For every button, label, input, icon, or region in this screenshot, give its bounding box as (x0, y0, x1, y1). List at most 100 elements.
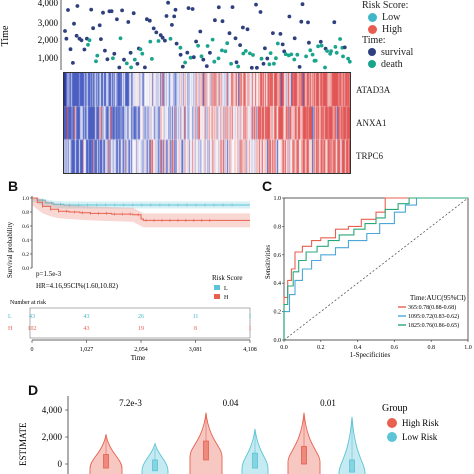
scatter-point (75, 4, 80, 8)
scatter-point (229, 61, 234, 66)
risk-row-name: L (8, 314, 12, 320)
panel-a-ylabel: Time (0, 25, 11, 46)
scatter-point (334, 50, 339, 55)
legend-label-low: Low (382, 11, 401, 23)
scatter-point (227, 31, 232, 36)
scatter-point (220, 48, 224, 53)
scatter-point (63, 29, 67, 33)
scatter-point (194, 39, 199, 44)
scatter-point (216, 56, 221, 61)
scatter-point (120, 8, 124, 13)
scatter-point (272, 61, 276, 66)
scatter-point (68, 47, 73, 52)
panel-b-legend-label-h: H (224, 295, 229, 301)
scatter-point (216, 5, 221, 10)
legend-item-high: High (368, 23, 472, 35)
scatter-point (275, 41, 280, 46)
scatter-point (323, 65, 327, 70)
roc-curve (283, 197, 468, 340)
scatter-point (230, 5, 235, 9)
scatter-point (271, 31, 275, 35)
legend-dot-low-risk (387, 432, 397, 442)
risk-cell: 11 (193, 314, 199, 320)
scatter-point (210, 37, 215, 42)
scatter-point (268, 51, 273, 55)
roc-xtick: 0.8 (427, 345, 435, 351)
panel-a-heatmap (63, 72, 351, 174)
scatter-point (280, 42, 285, 47)
scatter-point (212, 59, 217, 64)
roc-axes: 1.0 0.8 0.6 0.4 0.2 0.00.0 0.2 0.4 0.6 0.8 1.0 (274, 196, 472, 351)
scatter-point (346, 56, 350, 61)
scatter-point (109, 9, 114, 14)
scatter-point (283, 52, 288, 57)
roc-xtick: 0.0 (280, 345, 288, 351)
scatter-point (180, 64, 185, 69)
scatter-point (132, 57, 137, 62)
scatter-point (325, 49, 329, 53)
scatter-point (241, 51, 246, 56)
scatter-point (263, 46, 267, 51)
scatter-point (333, 45, 338, 49)
violin-ytick: 4,000 (42, 405, 63, 415)
scatter-point (124, 61, 129, 66)
violin-box (301, 446, 307, 465)
roc-legend-label: 365:0.78(0.88-0.68) (408, 304, 456, 311)
panel-b-xlabel: Time (131, 354, 146, 362)
scatter-point (122, 57, 126, 62)
scatter-point (319, 43, 324, 48)
risk-table-title: Number at risk (10, 300, 46, 306)
scatter-point (254, 2, 258, 7)
roc-xtick: 0.4 (354, 345, 362, 351)
scatter-point (201, 57, 206, 62)
roc-ytick: 0.8 (274, 224, 282, 230)
roc-curve (283, 197, 468, 340)
roc-ytick: 0.4 (274, 281, 282, 287)
risk-cell: 1 (249, 326, 252, 332)
scatter-point (145, 17, 149, 22)
scatter-point (160, 35, 165, 40)
scatter-point (299, 19, 304, 24)
scatter-point (341, 54, 345, 59)
scatter-point (79, 38, 84, 43)
violin-box (103, 454, 109, 469)
km-ytick: 1.0 (22, 196, 29, 202)
scatter-point (99, 37, 103, 41)
scatter-point (105, 57, 110, 62)
scatter-point (138, 47, 143, 52)
scatter-point (148, 39, 153, 44)
km-ci-band (32, 198, 250, 209)
violin-pvalues: 7.2e-3 0.04 0.01 (119, 398, 336, 408)
scatter-point (234, 60, 239, 65)
panel-a-ytick: 3,000 (38, 18, 59, 28)
scatter-point (267, 62, 272, 67)
panel-b-legend-swatch-h (214, 294, 220, 299)
violins (89, 412, 366, 474)
scatter-point (282, 49, 287, 54)
scatter-point (199, 54, 204, 59)
legend-dot-survival (368, 48, 376, 56)
panel-b-legend-label-l: L (224, 286, 228, 292)
roc-ytick: 0.0 (274, 338, 282, 344)
legend-item-low: Low (368, 11, 472, 23)
scatter-point (307, 40, 311, 45)
legend-label-survival: survival (381, 46, 414, 58)
km-xtick: 3,081 (189, 347, 203, 353)
legend-time-title: Time: (362, 35, 386, 46)
km-curves (32, 197, 250, 228)
roc-legend: 365:0.78(0.88-0.68) 1095:0.72(0.83-0.62) 1… (398, 304, 459, 329)
km-ytick: 0.8 (22, 210, 29, 216)
km-xtick: 0 (31, 347, 34, 353)
legend-label-death: death (381, 58, 403, 70)
km-xtick: 4,108 (243, 347, 257, 353)
violin-box (252, 452, 258, 469)
violin-ytick: 2,000 (42, 432, 63, 442)
scatter-point (287, 14, 292, 19)
scatter-point (300, 2, 305, 7)
legend-label-high-risk: High Risk (402, 418, 439, 428)
scatter-point (251, 53, 255, 57)
risk-cell: 1 (249, 314, 252, 320)
roc-diagonal (283, 197, 469, 341)
scatter-point (313, 58, 318, 63)
scatter-point (186, 6, 191, 10)
